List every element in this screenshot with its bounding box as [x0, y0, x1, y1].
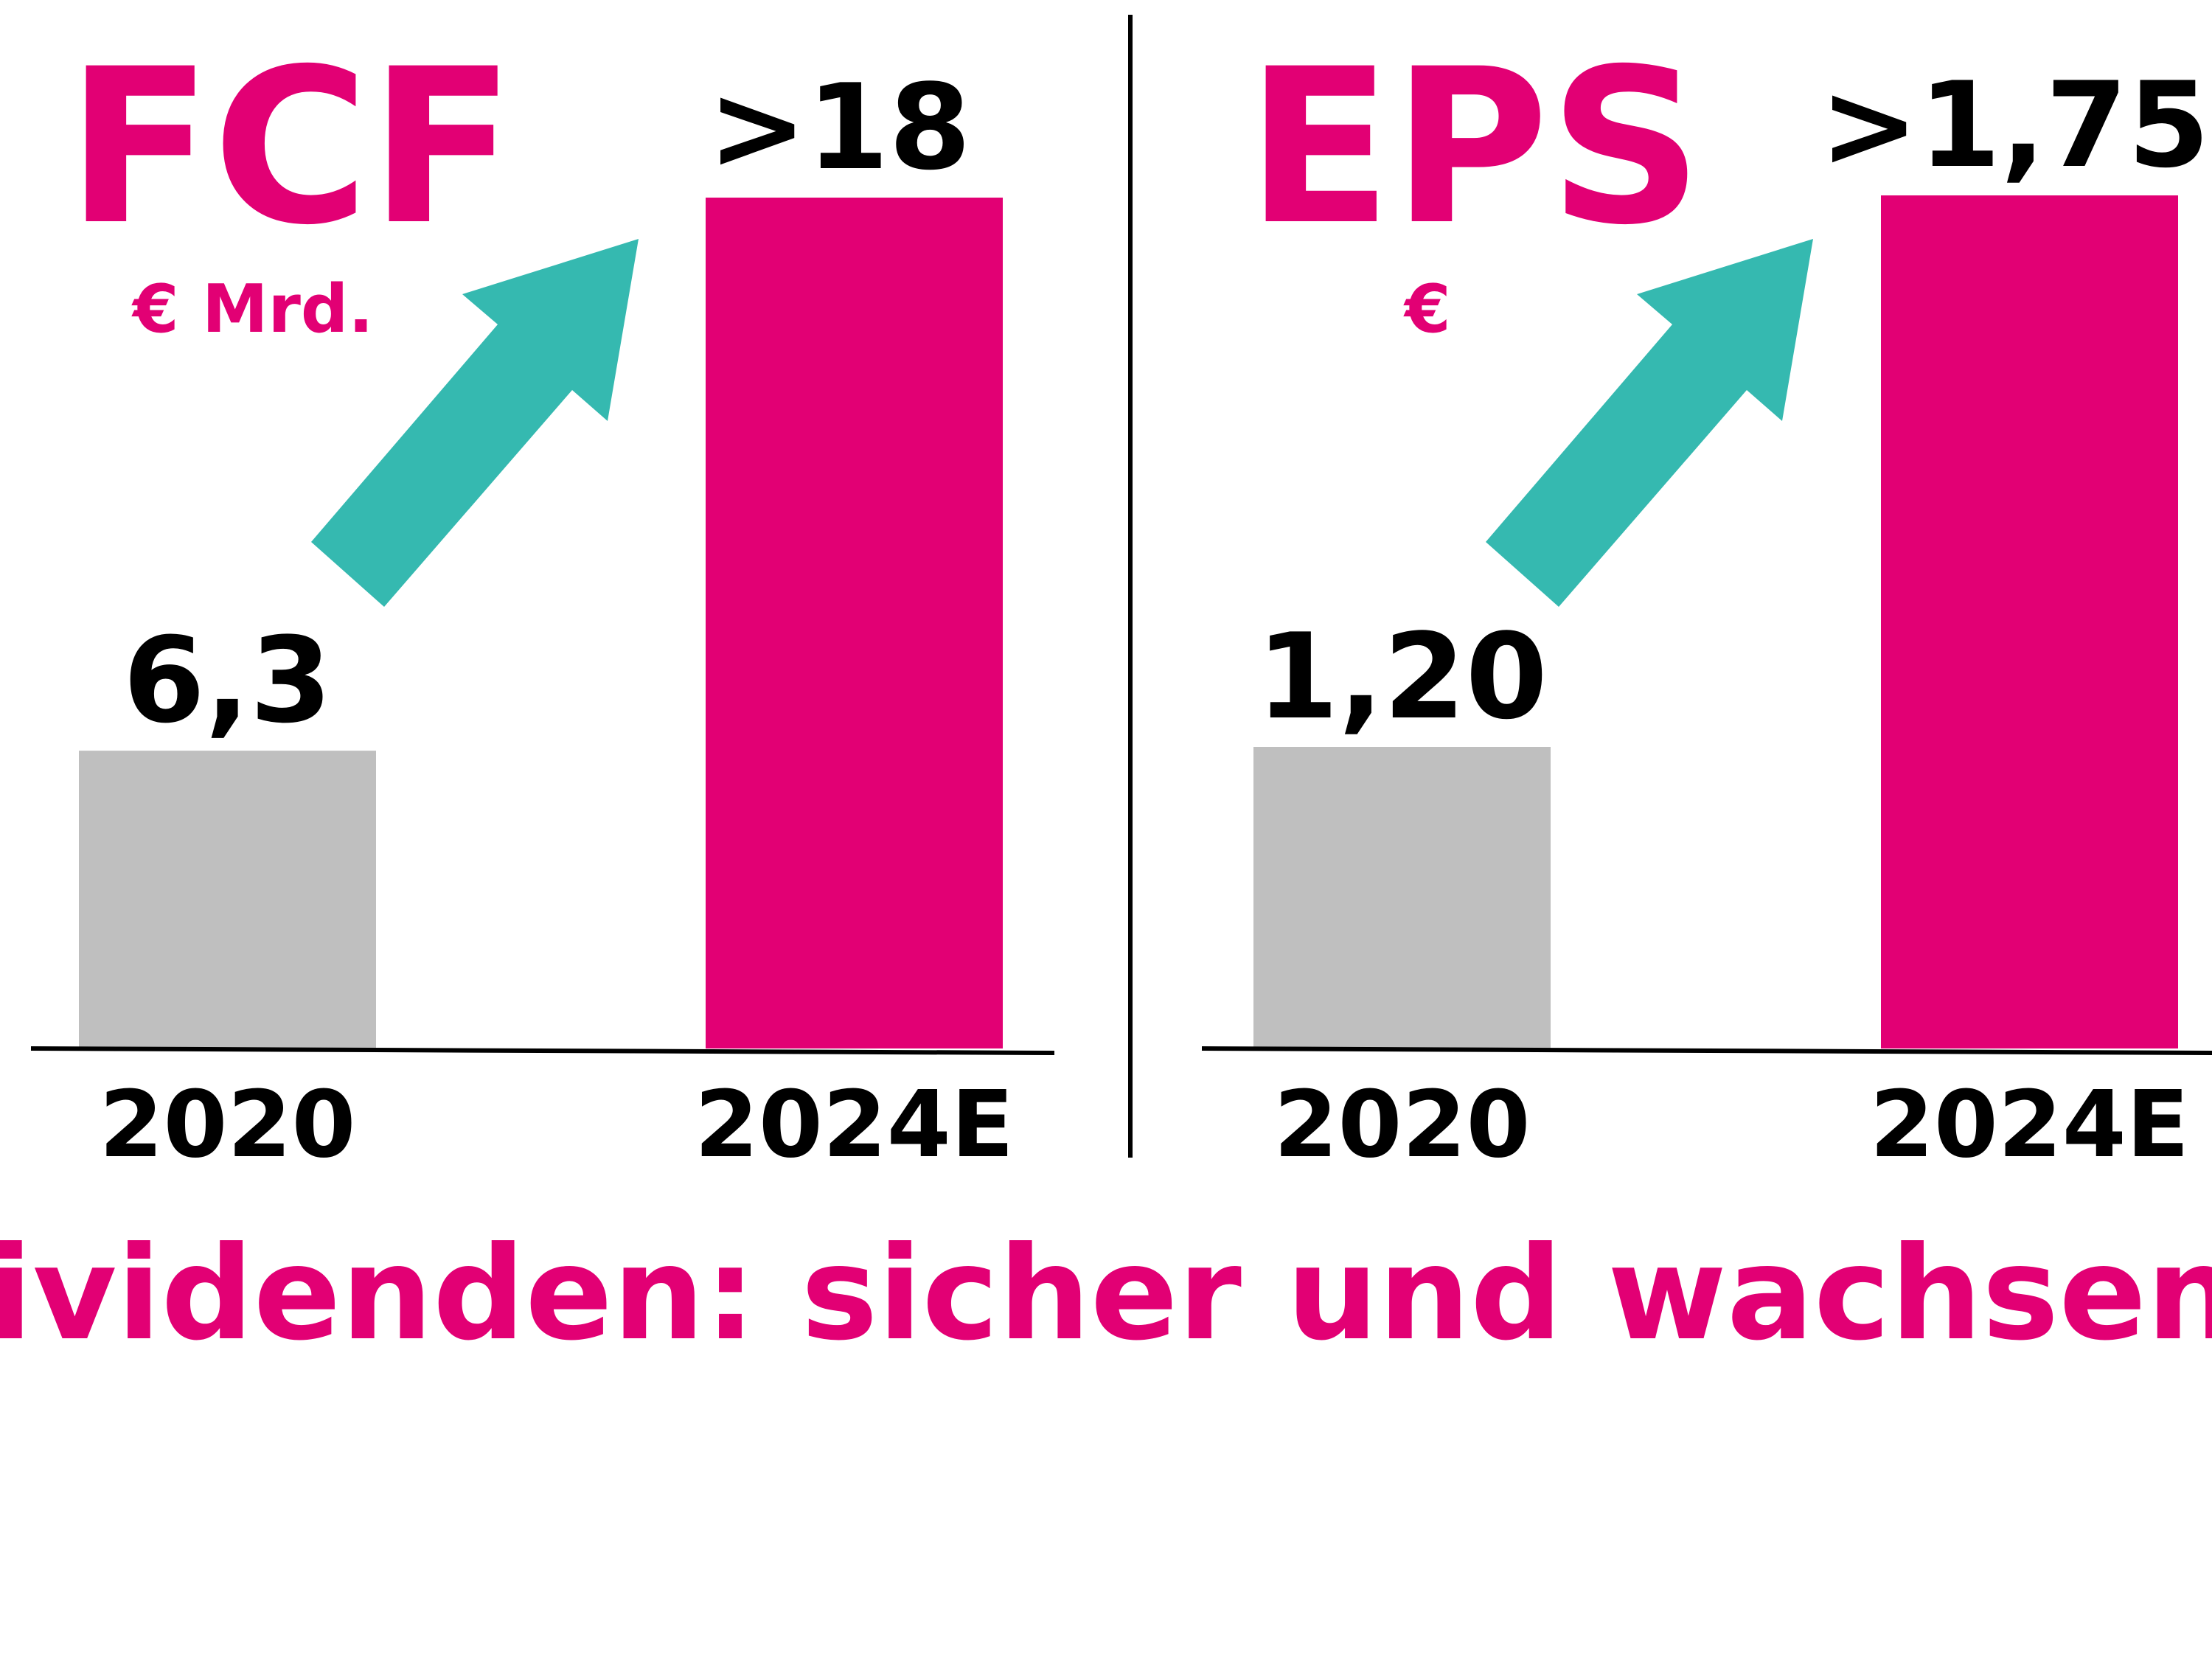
eps-x-axis	[1201, 1046, 2212, 1055]
fcf-panel: FCF € Mrd. 6,3 2020 >18 2024E	[30, 24, 1055, 1178]
eps-title: EPS	[1246, 24, 1703, 272]
fcf-x-tick-2020: 2020	[100, 1071, 356, 1178]
fcf-value-label-2024e: >18	[708, 58, 971, 196]
eps-bar-2020	[1253, 747, 1551, 1048]
fcf-bar-2024e	[706, 198, 1003, 1048]
fcf-value-label-2020: 6,3	[123, 611, 332, 749]
eps-x-tick-2020: 2020	[1274, 1071, 1531, 1178]
fcf-unit: € Mrd.	[131, 271, 374, 348]
fcf-x-tick-2024e: 2024E	[695, 1071, 1014, 1178]
eps-bar-2024e	[1881, 195, 2178, 1048]
eps-x-tick-2024e: 2024E	[1870, 1071, 2189, 1178]
eps-growth-arrow	[1486, 239, 1813, 607]
fcf-title: FCF	[66, 24, 515, 272]
fcf-x-axis	[30, 1046, 1055, 1055]
fcf-growth-arrow	[311, 239, 639, 607]
eps-unit: €	[1403, 271, 1451, 348]
fcf-bar-2020	[79, 751, 376, 1048]
eps-value-label-2024e: >1,75	[1820, 56, 2210, 194]
fcf-bars: 6,3 2020 >18 2024E	[79, 58, 1014, 1178]
eps-panel: EPS € 1,20 2020 >1,75 2024E	[1201, 24, 2212, 1178]
eps-bars: 1,20 2020 >1,75 2024E	[1253, 56, 2210, 1178]
footer-headline: Dividenden: sicher und wachsend	[0, 1220, 2212, 1369]
eps-value-label-2020: 1,20	[1256, 608, 1548, 745]
